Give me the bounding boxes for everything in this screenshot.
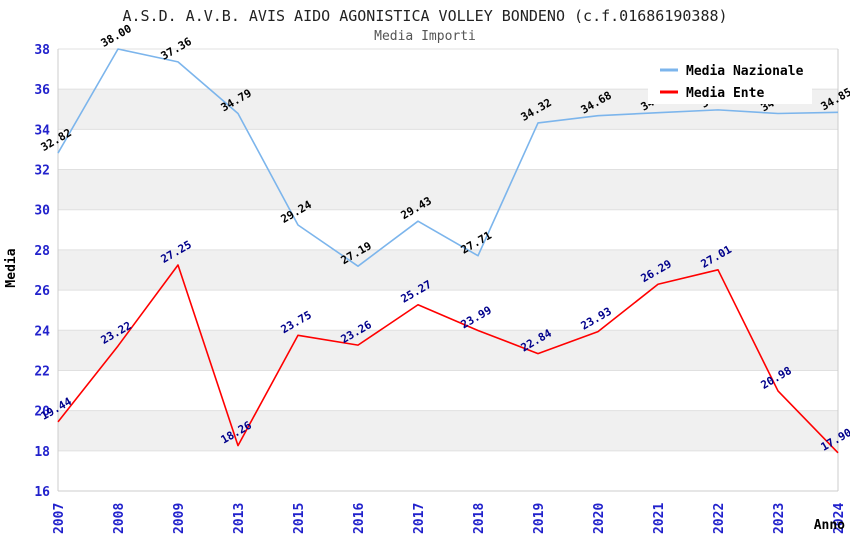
legend-item-media-ente[interactable]: Media Ente	[660, 86, 764, 101]
x-tick-label: 2015	[292, 503, 307, 534]
y-tick-label: 34	[34, 123, 50, 138]
chart-subtitle: Media Importi	[374, 29, 476, 44]
series-line-media-nazionale	[57, 48, 839, 267]
plot-band	[58, 450, 838, 491]
x-tick-label: 2021	[652, 503, 667, 534]
y-tick-label: 38	[34, 43, 50, 58]
plot-band	[58, 330, 838, 371]
x-tick-label: 2007	[52, 503, 67, 534]
plot-band	[58, 249, 838, 291]
data-label: 38.00	[99, 22, 134, 50]
x-tick-label: 2024	[832, 503, 847, 534]
x-tick-label: 2019	[532, 503, 547, 534]
x-tick-label: 2013	[232, 503, 247, 534]
plot-band	[58, 410, 838, 451]
plot-band	[58, 370, 838, 411]
y-tick-label: 16	[34, 485, 50, 500]
y-tick-label: 28	[34, 244, 50, 259]
x-tick-label: 2008	[112, 503, 127, 534]
y-tick-label: 20	[34, 405, 50, 420]
y-tick-label: 18	[34, 445, 50, 460]
x-tick-label: 2023	[772, 503, 787, 534]
legend-label-ente: Media Ente	[686, 86, 764, 101]
y-tick-label: 24	[34, 324, 50, 339]
legend: Media Nazionale Media Ente	[648, 56, 812, 104]
chart-title: A.S.D. A.V.B. AVIS AIDO AGONISTICA VOLLE…	[122, 7, 727, 25]
legend-label-nazionale: Media Nazionale	[686, 64, 804, 79]
x-tick-label: 2017	[412, 503, 427, 534]
y-axis-title: Media	[4, 248, 19, 287]
x-axis-title: Anno	[814, 518, 845, 533]
x-tick-label: 2020	[592, 503, 607, 534]
legend-item-media-nazionale[interactable]: Media Nazionale	[660, 64, 804, 79]
y-tick-label: 30	[34, 204, 50, 219]
y-tick-label: 36	[34, 83, 50, 98]
plot-band	[58, 290, 838, 331]
x-tick-label: 2018	[472, 503, 487, 534]
plot-band	[58, 209, 838, 250]
x-tick-label: 2022	[712, 503, 727, 534]
x-tick-label: 2009	[172, 503, 187, 534]
legend-box	[648, 56, 812, 104]
series-line-media-ente	[57, 264, 839, 454]
y-tick-label: 32	[34, 164, 50, 179]
y-tick-label: 26	[34, 284, 50, 299]
x-tick-label: 2016	[352, 503, 367, 534]
y-tick-label: 22	[34, 364, 50, 379]
plot-band	[58, 129, 838, 170]
plot-band	[58, 169, 838, 210]
